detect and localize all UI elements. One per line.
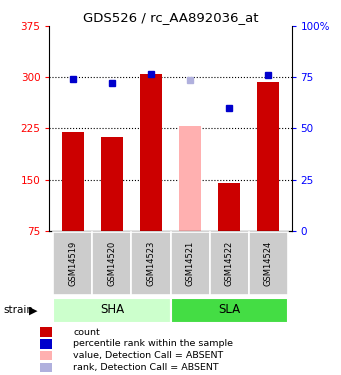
Bar (40, 327, 52, 337)
Text: GDS526 / rc_AA892036_at: GDS526 / rc_AA892036_at (83, 11, 258, 24)
Bar (53, 232, 92, 295)
Text: GSM14520: GSM14520 (107, 241, 116, 286)
Text: GSM14519: GSM14519 (69, 241, 77, 286)
Bar (249, 232, 288, 295)
Text: ▶: ▶ (29, 305, 38, 315)
Bar (257, 82, 279, 231)
Bar (170, 298, 288, 323)
Bar (40, 351, 52, 360)
Text: GSM14524: GSM14524 (264, 241, 272, 286)
Bar (218, 183, 240, 231)
Text: percentile rank within the sample: percentile rank within the sample (73, 339, 233, 348)
Bar (179, 126, 201, 231)
Text: GSM14522: GSM14522 (225, 241, 234, 286)
Bar (131, 232, 170, 295)
Text: strain: strain (3, 305, 33, 315)
Bar (210, 232, 249, 295)
Text: value, Detection Call = ABSENT: value, Detection Call = ABSENT (73, 351, 223, 360)
Bar (62, 132, 84, 231)
Bar (92, 232, 131, 295)
Bar (140, 74, 162, 231)
Text: GSM14521: GSM14521 (186, 241, 194, 286)
Text: rank, Detection Call = ABSENT: rank, Detection Call = ABSENT (73, 363, 219, 372)
Text: SLA: SLA (218, 303, 240, 316)
Bar (40, 363, 52, 372)
Bar (170, 232, 210, 295)
Bar (53, 298, 170, 323)
Bar (40, 339, 52, 348)
Text: SHA: SHA (100, 303, 124, 316)
Bar (101, 136, 123, 231)
Text: count: count (73, 328, 100, 337)
Text: GSM14523: GSM14523 (147, 241, 155, 286)
